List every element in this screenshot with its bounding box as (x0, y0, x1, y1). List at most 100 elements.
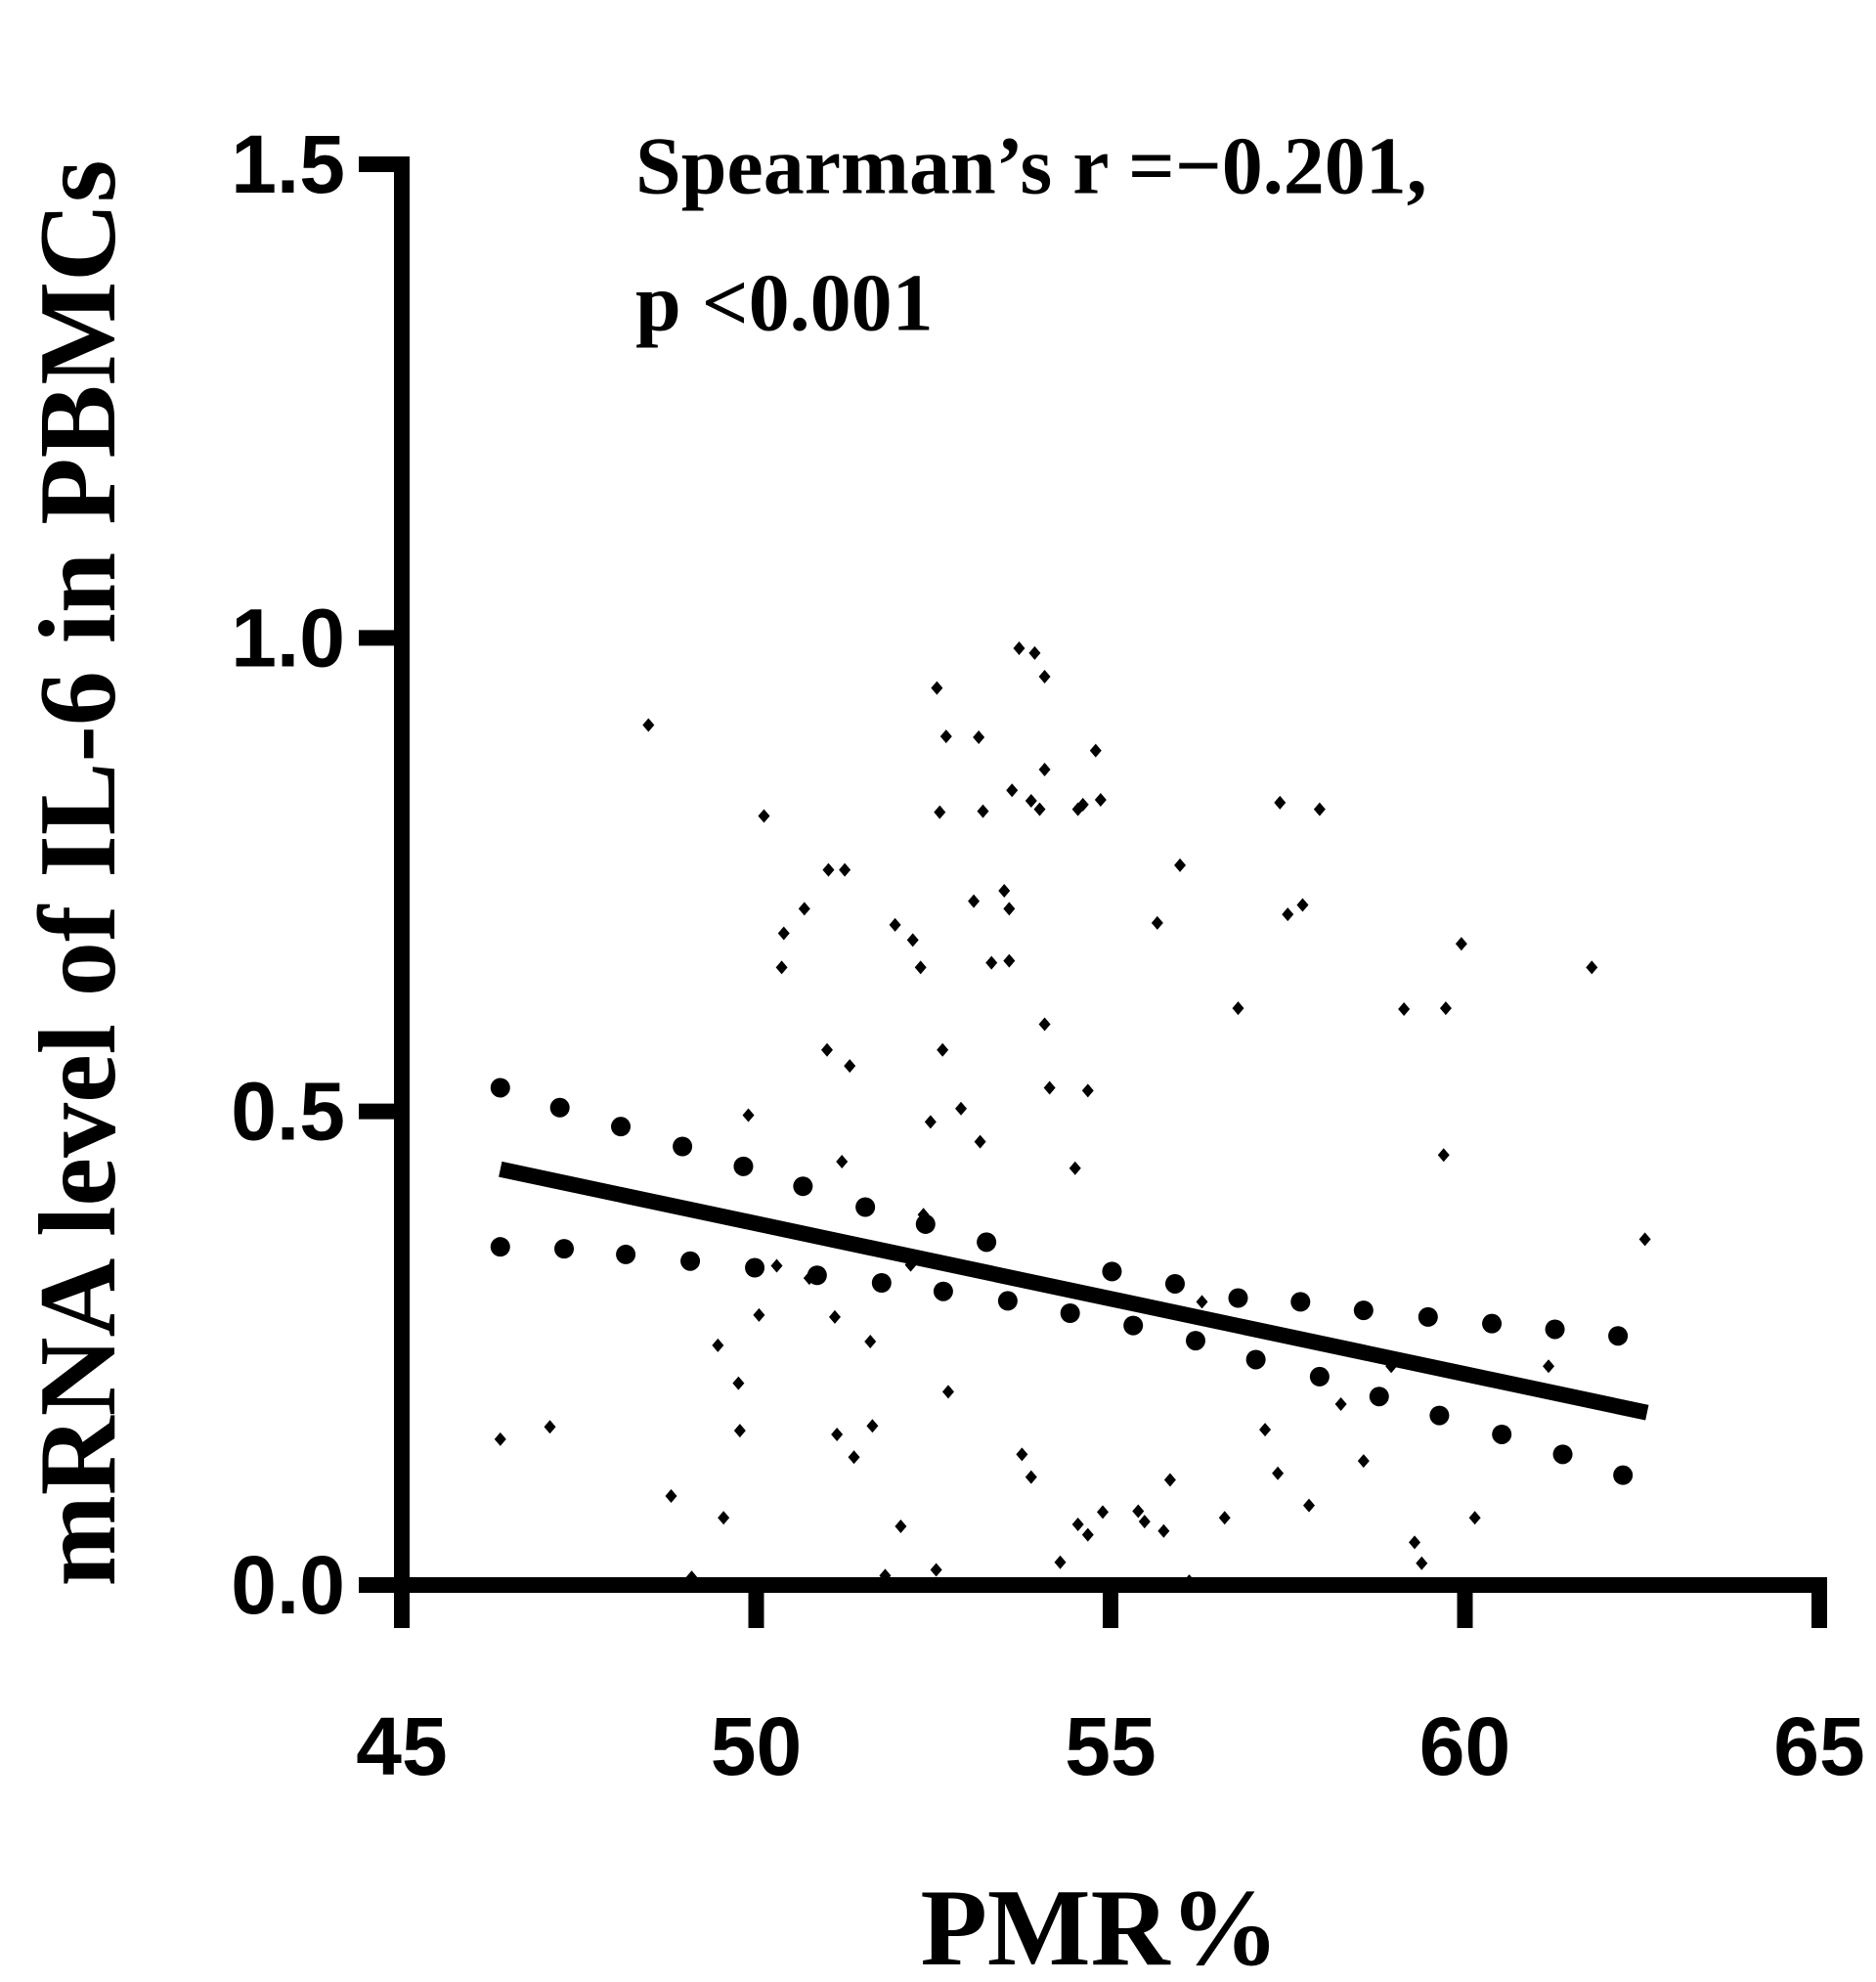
point (1164, 1273, 1185, 1294)
point (906, 933, 919, 947)
point (864, 1335, 877, 1349)
point (775, 960, 788, 975)
point (1151, 915, 1163, 930)
point (1097, 1505, 1110, 1520)
point (848, 1450, 860, 1465)
point (665, 1488, 677, 1503)
point (1638, 1232, 1651, 1247)
point (1245, 1349, 1266, 1370)
point (1183, 1574, 1196, 1589)
point (544, 1420, 556, 1434)
point (1290, 1292, 1311, 1312)
point (1416, 1556, 1428, 1570)
point (1369, 1387, 1389, 1407)
x-tick-label: 45 (356, 1700, 447, 1792)
point (1094, 792, 1107, 807)
point (1123, 1315, 1144, 1336)
point (955, 1101, 968, 1116)
point (1038, 762, 1051, 776)
point (839, 862, 851, 877)
point (1132, 1504, 1145, 1519)
point (914, 960, 927, 975)
point (1003, 902, 1016, 916)
point (1309, 1366, 1330, 1387)
point (931, 681, 943, 695)
point (770, 1258, 783, 1273)
point (1076, 797, 1089, 812)
point (680, 1251, 701, 1271)
point (998, 883, 1011, 898)
point (777, 926, 790, 941)
y-tick-label: 1.0 (231, 592, 345, 683)
point (889, 917, 901, 932)
point (685, 1570, 698, 1585)
point (1353, 1300, 1374, 1321)
point (753, 1307, 765, 1322)
x-tick-label: 65 (1773, 1700, 1864, 1792)
point (973, 730, 985, 745)
point (758, 809, 770, 823)
point (1163, 1473, 1176, 1487)
point (997, 1291, 1018, 1311)
point (1174, 858, 1187, 872)
y-tick-label: 0.0 (231, 1539, 345, 1631)
point (1081, 1083, 1094, 1098)
point (934, 805, 946, 819)
point (1468, 1511, 1481, 1525)
point (917, 1208, 930, 1222)
point (745, 1257, 765, 1278)
point (1409, 1535, 1421, 1550)
point (1303, 1498, 1315, 1513)
point (1439, 1001, 1452, 1016)
y-tick-label: 1.5 (231, 118, 345, 210)
point (733, 1424, 746, 1438)
point (1006, 783, 1019, 798)
point (1081, 1527, 1094, 1542)
point (1259, 1423, 1272, 1437)
point (490, 1078, 510, 1098)
point (879, 1568, 892, 1583)
point (1038, 670, 1051, 684)
point (1482, 1313, 1503, 1334)
point (930, 1563, 942, 1577)
point (844, 1059, 856, 1074)
point (1016, 1447, 1028, 1462)
point (974, 1134, 986, 1149)
point (1054, 1555, 1067, 1569)
point (821, 1042, 833, 1057)
point (733, 1156, 754, 1176)
point (798, 902, 810, 916)
point (924, 1115, 937, 1129)
point (1196, 1295, 1208, 1309)
point (611, 1117, 632, 1137)
point (871, 1272, 892, 1293)
point (1282, 907, 1294, 922)
x-tick-label: 60 (1419, 1700, 1510, 1792)
point (1228, 1288, 1248, 1308)
point (1334, 1396, 1347, 1411)
point (554, 1239, 575, 1259)
point (616, 1244, 636, 1264)
point (1138, 1515, 1151, 1529)
point (718, 1511, 730, 1525)
point (1025, 793, 1037, 808)
point (1543, 1359, 1555, 1374)
x-tick-label: 55 (1065, 1700, 1156, 1792)
point (1418, 1306, 1438, 1327)
point (490, 1237, 510, 1257)
trend-line (499, 1161, 1649, 1421)
point (793, 1176, 813, 1197)
point (1033, 802, 1046, 816)
point (1429, 1405, 1450, 1426)
point (1608, 1326, 1629, 1346)
point (1398, 1002, 1411, 1017)
point (1437, 1148, 1450, 1163)
point (1025, 1470, 1037, 1484)
point (894, 1519, 907, 1533)
x-tick-label: 50 (711, 1700, 802, 1792)
point (941, 1385, 954, 1399)
point (1038, 1017, 1051, 1032)
point (1071, 1518, 1084, 1532)
